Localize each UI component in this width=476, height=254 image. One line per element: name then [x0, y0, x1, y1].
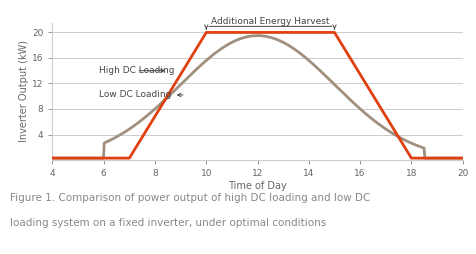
- Text: loading system on a fixed inverter, under optimal conditions: loading system on a fixed inverter, unde…: [10, 218, 325, 228]
- Text: Low DC Loading: Low DC Loading: [99, 90, 183, 100]
- Text: High DC Loading: High DC Loading: [99, 66, 174, 75]
- Text: Additional Energy Harvest: Additional Energy Harvest: [211, 17, 329, 26]
- Y-axis label: Inverter Output (kW): Inverter Output (kW): [19, 40, 29, 142]
- Text: Figure 1. Comparison of power output of high DC loading and low DC: Figure 1. Comparison of power output of …: [10, 193, 369, 203]
- X-axis label: Time of Day: Time of Day: [228, 181, 287, 191]
